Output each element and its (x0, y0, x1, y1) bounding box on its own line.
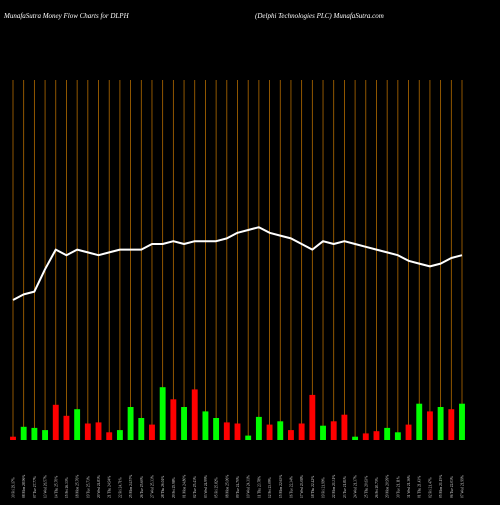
x-tick-label: 19 Fri 21.99% (322, 477, 326, 498)
money-flow-bar (159, 387, 166, 440)
x-tick-label: 12 Fri 23.09% (268, 477, 272, 498)
money-flow-bar (341, 414, 348, 440)
money-flow-bar (255, 416, 262, 440)
x-tick-label: 21 Thu 24.94% (108, 476, 112, 498)
x-tick-label: 07 Wed 21.99% (461, 475, 465, 498)
x-tick-label: 09 Tue 24.70% (236, 476, 240, 498)
money-flow-bar (202, 411, 209, 440)
money-flow-bar (84, 423, 91, 440)
money-flow-bar (266, 424, 273, 440)
x-tick-label: 05 Fri 25.82% (215, 477, 219, 498)
price-line-path (12, 226, 463, 301)
money-flow-bar (213, 418, 220, 440)
money-flow-bar (138, 418, 145, 440)
money-flow-bar (181, 407, 187, 440)
money-flow-bar (42, 430, 49, 440)
x-tick-label: 24 Wed 21.37% (354, 475, 358, 498)
money-flow-bar (309, 394, 316, 440)
x-tick-label: 31 Wed 21.36% (407, 475, 411, 498)
money-flow-bar (394, 432, 401, 440)
money-flow-bar (352, 436, 359, 440)
price-line (12, 226, 463, 301)
money-flow-bar (116, 430, 123, 440)
money-flow-bars (10, 387, 465, 440)
money-flow-bar (459, 403, 465, 440)
money-flow-bar (320, 425, 326, 440)
x-tick-label: 07 Tue 27.77% (33, 476, 37, 498)
chart-title-right: (Delphi Technologies PLC) MunafaSutra.co… (255, 12, 384, 20)
x-tick-label: 01 Mon 24.80% (183, 475, 187, 498)
x-tick-label: 29 Fri 25.98% (172, 477, 176, 498)
money-flow-bar (448, 409, 455, 440)
money-flow-bar (106, 432, 113, 440)
money-flow-bar (52, 404, 59, 440)
x-tick-label: 11 Thu 23.78% (257, 476, 261, 498)
x-tick-label: 02 Tue 25.43% (193, 476, 197, 498)
money-flow-bar (149, 424, 155, 440)
x-tick-label: 22 Mon 21.31% (332, 475, 336, 498)
x-tick-label: 01 Thu 21.43% (418, 476, 422, 498)
x-tick-label: 18 Thu 22.42% (311, 476, 315, 498)
x-tick-label: 19 Tue 25.73% (86, 476, 90, 498)
money-flow-bar (288, 430, 294, 440)
money-flow-bar (405, 424, 412, 440)
money-flow-bar (234, 423, 241, 440)
x-tick-label: 15 Fri 26.33% (65, 477, 69, 498)
money-flow-bar (416, 403, 423, 440)
money-flow-bar (298, 423, 305, 440)
x-tick-label: 30 Fri 29.17% (12, 477, 16, 498)
money-flow-bar (127, 407, 134, 440)
money-flow-bar (277, 421, 284, 440)
x-tick-label: 26 Tue 25.60% (140, 476, 144, 498)
money-flow-bar (74, 409, 81, 440)
x-tick-label: 25 Thu 20.63% (364, 476, 368, 498)
grid-layer (12, 80, 463, 440)
x-tick-label: 28 Thu 26.04% (161, 476, 165, 498)
x-tick-label: 03 Wed 24.99% (204, 475, 208, 498)
x-tick-label: 20 Wed 24.83% (97, 475, 101, 498)
x-tick-label: 26 Fri 20.73% (375, 477, 379, 498)
money-flow-bar (223, 422, 230, 440)
x-tick-label: 16 Tue 22.34% (289, 476, 293, 498)
x-tick-label: 02 Fri 21.47% (428, 477, 432, 498)
money-flow-bar (10, 436, 16, 440)
money-flow-bar (20, 426, 27, 440)
money-flow-bar (384, 427, 391, 440)
money-flow-bar (31, 427, 38, 440)
money-flow-bar (330, 421, 337, 440)
money-flow-bar (95, 422, 102, 440)
x-axis-tick-labels: 30 Fri 29.17% 08 Mon 28.96% 07 Tue 27.77% 1… (12, 475, 465, 498)
money-flow-bar (362, 433, 369, 440)
x-tick-label: 17 Wed 23.08% (300, 475, 304, 498)
x-tick-label: 29 Mon 20.99% (386, 475, 390, 498)
x-tick-label: 05 Mon 21.15% (439, 475, 443, 498)
x-tick-label: 08 Mon 25.06% (225, 475, 229, 498)
money-flow-bar (170, 399, 177, 440)
money-flow-bar (373, 431, 380, 440)
x-tick-label: 27 Wed 25.33% (150, 475, 154, 498)
chart-title-left: MunafaSutra Money Flow Charts for DLPH (3, 12, 130, 20)
x-tick-label: 08 Mon 28.96% (22, 475, 26, 498)
money-flow-bar (191, 389, 198, 440)
x-tick-label: 30 Tue 21.11% (396, 476, 400, 498)
x-tick-label: 10 Wed 24.31% (247, 475, 251, 498)
money-flow-bar (437, 407, 444, 440)
x-tick-label: 06 Tue 22.03% (450, 476, 454, 498)
money-flow-bar (426, 411, 433, 440)
x-tick-label: 13 Wed 26.57% (44, 475, 48, 498)
x-tick-label: 14 Thu 25.70% (54, 476, 58, 498)
money-flow-bar (63, 415, 70, 440)
x-tick-label: 15 Mon 22.63% (279, 475, 283, 498)
x-tick-label: 25 Mon 24.57% (129, 475, 133, 498)
x-tick-label: 18 Mon 25.76% (76, 475, 80, 498)
money-flow-bar (245, 435, 252, 440)
x-tick-label: 22 Fri 24.71% (118, 477, 122, 498)
x-tick-label: 23 Tue 21.81% (343, 476, 347, 498)
